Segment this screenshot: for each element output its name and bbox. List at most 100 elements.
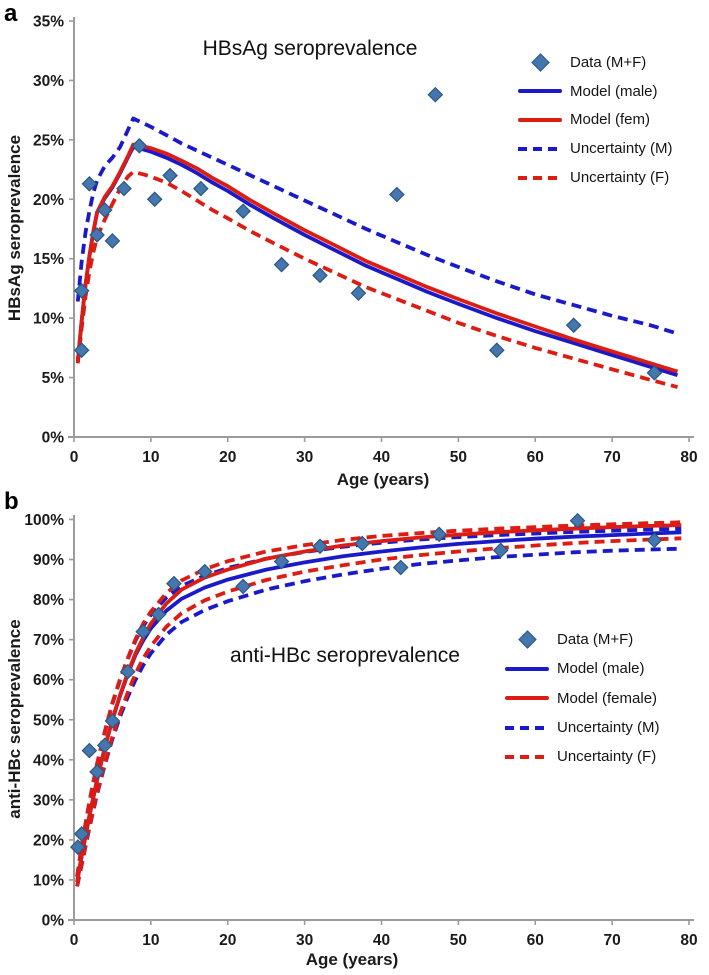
data-point	[312, 267, 328, 284]
diamond-marker-icon	[530, 53, 550, 72]
legend-label: Model (fem)	[570, 111, 651, 129]
x-tick-label: 50	[450, 932, 467, 949]
legend-item: Uncertainty (M)	[504, 713, 660, 742]
legend-item: Model (female)	[504, 684, 660, 713]
dashed-line-swatch	[518, 146, 562, 151]
legend-label: Uncertainty (F)	[557, 748, 657, 766]
x-tick-label: 50	[450, 449, 467, 466]
panel-a-legend: Data (M+F) Model (male) Model (fem) Uncerta…	[517, 48, 673, 192]
y-tick-label: 10%	[33, 872, 64, 889]
data-point	[73, 342, 90, 359]
panel-a-letter: a	[4, 0, 18, 27]
x-tick-label: 10	[142, 449, 159, 466]
legend-label: Uncertainty (M)	[557, 719, 660, 737]
panel-a-title: HBsAg seroprevalence	[202, 37, 418, 60]
legend-item: Model (male)	[517, 77, 673, 106]
data-point	[150, 606, 167, 623]
y-tick-label: 10%	[33, 311, 64, 328]
data-point	[273, 256, 290, 273]
x-tick-label: 30	[296, 449, 313, 466]
data-point	[96, 202, 113, 218]
panel-b-letter: b	[4, 488, 19, 515]
legend-label: Model (male)	[557, 660, 645, 678]
data-point	[646, 532, 663, 549]
data-point	[427, 86, 444, 103]
data-point	[73, 282, 90, 299]
y-tick-label: 80%	[33, 592, 64, 609]
legend-item: Uncertainty (M)	[517, 134, 673, 163]
data-point	[73, 826, 90, 842]
dashed-line-swatch	[505, 725, 549, 730]
data-point	[116, 180, 132, 197]
series-uncertainty-f-lower	[75, 536, 682, 887]
x-tick-label: 0	[70, 932, 79, 949]
legend-label: Model (female)	[557, 689, 658, 707]
data-point	[69, 839, 86, 855]
x-tick-label: 0	[70, 449, 79, 466]
x-tick-label: 60	[527, 932, 544, 949]
data-point	[235, 578, 251, 595]
y-tick-label: 70%	[33, 632, 64, 649]
y-tick-label: 30%	[33, 73, 64, 90]
data-points	[73, 86, 663, 381]
data-point	[312, 538, 328, 555]
y-tick-label: 30%	[33, 792, 64, 809]
solid-line-swatch	[505, 666, 549, 671]
diamond-marker-icon	[517, 630, 537, 649]
panel-b: 0% 10% 20% 30% 40% 50% 60% 70% 80% 90% 100% 0 10 20 30…	[24, 512, 697, 949]
data-point	[273, 553, 290, 570]
x-tick-label: 20	[219, 932, 236, 949]
legend-item: Model (fem)	[517, 106, 673, 135]
data-point	[431, 526, 448, 543]
solid-line-swatch	[505, 696, 549, 701]
data-point	[119, 663, 136, 680]
data-point	[569, 512, 586, 529]
panel-b-legend: Data (M+F) Model (male) Model (female) Unce…	[504, 625, 660, 771]
data-point	[196, 563, 213, 580]
solid-line-swatch	[518, 117, 562, 122]
y-tick-label: 35%	[33, 14, 64, 31]
x-tick-label: 10	[142, 932, 159, 949]
data-points	[69, 512, 663, 855]
x-tick-label: 60	[527, 449, 544, 466]
data-point	[146, 191, 163, 208]
series-uncertainty-m-	[75, 116, 679, 336]
series-uncertainty-f-	[75, 170, 678, 389]
data-point	[81, 175, 98, 192]
legend-label: Data (M+F)	[557, 631, 634, 649]
data-point	[89, 227, 105, 243]
data-point	[392, 559, 409, 576]
y-tick-label: 40%	[33, 752, 64, 769]
dashed-line-swatch	[505, 754, 549, 759]
legend-item: Data (M+F)	[504, 625, 660, 654]
data-point	[162, 167, 178, 184]
legend-item: Data (M+F)	[517, 48, 673, 77]
data-point	[488, 342, 505, 359]
x-tick-label: 40	[373, 449, 390, 466]
data-point	[135, 623, 152, 640]
data-point	[350, 285, 367, 302]
data-point	[96, 737, 113, 754]
y-tick-label: 100%	[24, 512, 64, 529]
data-point	[131, 137, 148, 154]
legend-label: Model (male)	[570, 82, 658, 100]
legend-item: Uncertainty (F)	[517, 163, 673, 192]
y-tick-label: 15%	[33, 251, 64, 268]
legend-item: Model (male)	[504, 654, 660, 683]
panel-b-x-axis-title: Age (years)	[305, 950, 399, 969]
panel-b-title: anti-HBc seroprevalence	[230, 644, 460, 667]
data-point	[192, 180, 209, 197]
data-point	[104, 233, 121, 249]
data-point	[166, 575, 182, 592]
x-tick-label: 40	[373, 932, 390, 949]
y-tick-label: 20%	[33, 832, 64, 849]
y-tick-label: 20%	[33, 192, 64, 209]
data-point	[235, 203, 251, 220]
panel-a-y-axis-title: HBsAg seroprevalence	[5, 134, 24, 322]
x-tick-label: 70	[604, 932, 621, 949]
data-point	[104, 713, 121, 729]
x-tick-label: 80	[680, 932, 697, 949]
data-point	[565, 317, 582, 334]
